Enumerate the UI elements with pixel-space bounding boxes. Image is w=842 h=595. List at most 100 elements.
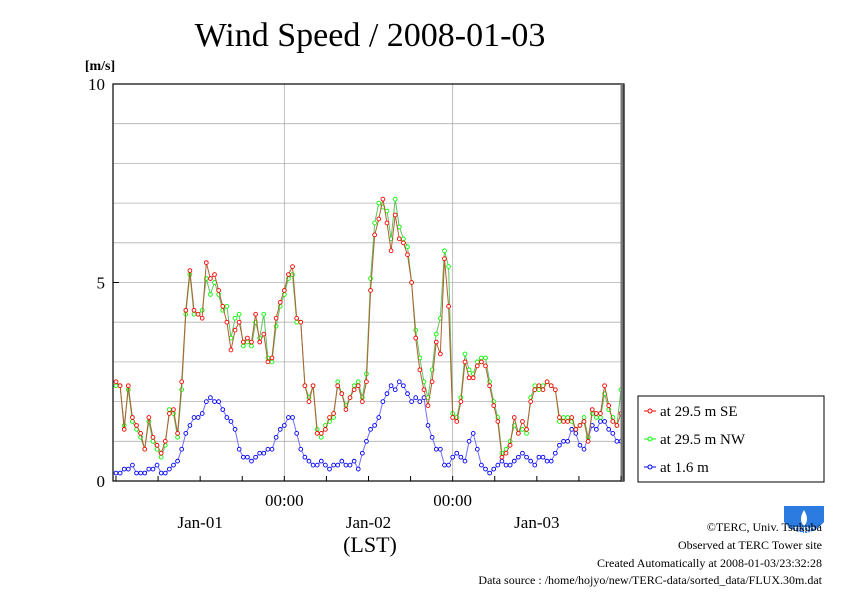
data-point	[544, 379, 550, 385]
data-point	[162, 438, 168, 444]
data-point	[483, 355, 488, 361]
data-point	[499, 454, 505, 460]
data-point	[257, 450, 263, 456]
data-point	[409, 280, 414, 285]
data-point	[557, 419, 562, 424]
data-point	[520, 419, 525, 424]
data-point	[191, 415, 197, 420]
data-point	[212, 272, 217, 277]
data-point	[594, 415, 599, 420]
data-point	[224, 319, 230, 325]
data-point	[290, 415, 295, 420]
data-point	[528, 399, 534, 404]
data-point	[245, 335, 250, 341]
data-point	[462, 359, 468, 365]
data-point	[565, 438, 570, 444]
data-point	[335, 383, 341, 389]
data-point	[269, 446, 275, 452]
data-point	[203, 399, 209, 404]
data-point	[433, 339, 439, 345]
data-point	[158, 454, 164, 460]
data-point	[216, 288, 221, 293]
data-point	[355, 466, 361, 472]
data-point	[392, 212, 398, 218]
data-point	[606, 403, 612, 408]
data-point	[405, 252, 410, 258]
data-point	[446, 462, 451, 468]
series-line	[116, 380, 621, 474]
data-point	[146, 415, 152, 420]
data-point	[524, 454, 529, 460]
data-point	[520, 427, 525, 432]
data-point	[232, 327, 238, 333]
data-point	[249, 339, 254, 345]
grid	[113, 84, 624, 481]
data-point	[524, 427, 529, 432]
data-point	[138, 470, 143, 476]
data-point	[474, 359, 480, 365]
data-point	[146, 466, 152, 472]
legend-swatch-marker	[647, 464, 653, 470]
footer-credit: ©TERC, Univ. Tsukuba	[706, 520, 822, 534]
data-point	[589, 407, 595, 412]
data-point	[191, 311, 197, 317]
data-point	[171, 407, 176, 412]
data-point	[130, 415, 135, 420]
data-point	[261, 450, 267, 456]
data-point	[413, 395, 419, 400]
data-point	[450, 415, 456, 420]
footer-observed: Observed at TERC Tower site	[677, 538, 822, 552]
data-point	[442, 256, 447, 262]
data-point	[503, 450, 509, 456]
y-axis-label: [m/s]	[85, 59, 115, 74]
data-point	[273, 434, 279, 440]
data-point	[401, 236, 406, 242]
data-point	[277, 300, 283, 305]
data-point	[388, 248, 394, 254]
x-tick-label: Jan-02	[346, 513, 391, 532]
data-point	[310, 383, 316, 389]
data-point	[442, 248, 447, 254]
data-point	[203, 260, 209, 265]
data-point	[470, 431, 476, 436]
data-point	[425, 423, 431, 428]
data-point	[401, 383, 406, 389]
data-point	[491, 403, 497, 408]
data-point	[175, 431, 180, 436]
data-point	[606, 427, 612, 432]
data-point	[253, 311, 258, 317]
y-tick-label: 0	[97, 472, 106, 491]
footer-created: Created Automatically at 2008-01-03/23:3…	[597, 556, 822, 570]
data-point	[540, 387, 546, 393]
data-point	[167, 466, 172, 472]
data-point	[125, 466, 131, 472]
data-point	[474, 446, 480, 452]
data-point	[561, 419, 566, 424]
data-point	[474, 363, 480, 369]
data-point	[355, 383, 361, 389]
data-point	[495, 462, 501, 468]
data-point	[421, 387, 427, 393]
data-point	[372, 232, 378, 238]
data-point	[261, 311, 267, 317]
legend-label: at 29.5 m NW	[660, 432, 746, 448]
data-point	[483, 466, 488, 472]
data-point	[462, 458, 468, 464]
data-point	[294, 431, 300, 436]
data-point	[495, 419, 501, 424]
series-layer	[113, 196, 624, 476]
data-point	[298, 319, 304, 325]
data-point	[331, 415, 336, 420]
legend-label: at 1.6 m	[660, 460, 709, 476]
data-point	[561, 415, 566, 420]
data-point	[598, 415, 603, 420]
data-point	[413, 327, 419, 333]
data-point	[249, 458, 254, 464]
data-point	[142, 470, 148, 476]
data-point	[281, 423, 287, 428]
data-point	[195, 415, 201, 420]
data-point	[569, 415, 575, 420]
data-point	[532, 462, 538, 468]
x-tick-label: Jan-03	[514, 513, 559, 532]
